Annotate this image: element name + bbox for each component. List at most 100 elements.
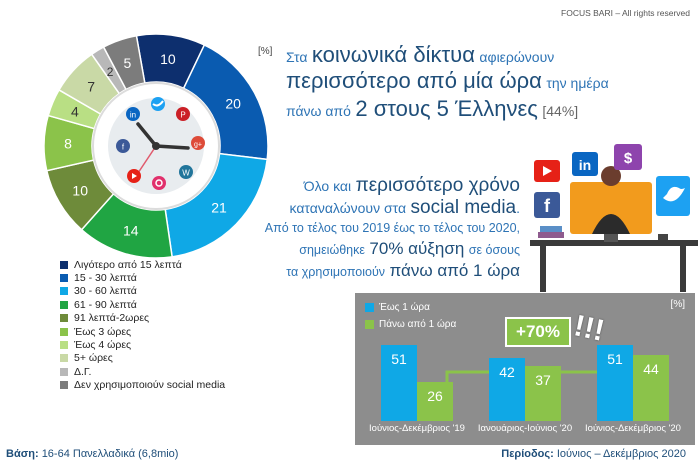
pie-value-label: 10 (72, 183, 88, 199)
twitter-icon (151, 97, 165, 111)
legend-label: 5+ ώρες (74, 352, 113, 365)
legend-swatch (60, 327, 68, 336)
para-l4-end: σε όσους (468, 243, 520, 257)
pinterest-icon: P (176, 107, 190, 121)
pie-value-label: 21 (211, 199, 227, 215)
svg-text:g+: g+ (194, 142, 202, 149)
bar-legend-series-2: Πάνω από 1 ώρα (365, 319, 456, 330)
legend-swatch (60, 287, 68, 296)
legend-item: 91 λεπτά-2ωρες (60, 312, 225, 325)
period-value: Ιούνιος – Δεκέμβριος 2020 (556, 448, 686, 460)
bar-legend-swatch-1 (365, 303, 374, 312)
bar-unit-label: [%] (670, 299, 685, 310)
bar-category-label: Ιανουάριος-Ιούνιος '20 (477, 423, 573, 434)
bar: 37 (525, 365, 561, 421)
svg-text:P: P (180, 111, 185, 120)
legend-item: 15 - 30 λεπτά (60, 271, 225, 284)
period-label: Περίοδος: (501, 448, 554, 460)
instagram-icon (152, 176, 166, 190)
headline: Στα κοινωνικά δίκτυα αφιερώνουν περισσότ… (286, 42, 609, 124)
legend-swatch (60, 274, 68, 283)
headline-l3-big: 2 στους 5 Έλληνες (355, 96, 538, 121)
legend-swatch (60, 341, 68, 350)
legend-item: Λιγότερο από 15 λεπτά (60, 258, 225, 271)
legend-label: 30 - 60 λεπτά (74, 285, 137, 298)
svg-text:in: in (130, 111, 136, 120)
youtube-icon (127, 169, 141, 183)
headline-l1-big: κοινωνικά δίκτυα (311, 42, 475, 67)
bar: 51 (381, 344, 417, 421)
insight-paragraph: Όλο και περισσότερο χρόνο καταναλώνουν σ… (265, 176, 520, 284)
svg-text:in: in (579, 157, 591, 173)
bar: 26 (417, 382, 453, 421)
bar-legend-series-1: Έως 1 ώρα (365, 302, 430, 313)
svg-text:f: f (544, 196, 551, 216)
legend-swatch (60, 354, 68, 363)
pie-value-label: 4 (71, 104, 79, 120)
legend-swatch (60, 367, 68, 376)
legend-swatch (60, 260, 68, 269)
youtube-icon (534, 160, 560, 182)
legend-swatch (60, 300, 68, 309)
linkedin-icon: in (126, 107, 140, 121)
legend-label: 15 - 30 λεπτά (74, 272, 137, 285)
para-l1-small: Όλο και (303, 178, 352, 194)
bar-category-label: Ιούνιος-Δεκέμβριος '20 (585, 423, 681, 434)
pie-value-label: 8 (64, 136, 72, 152)
pie-value-label: 20 (225, 96, 241, 112)
svg-text:$: $ (624, 150, 633, 167)
headline-l2-small: την ημέρα (546, 75, 609, 91)
bar: 51 (597, 344, 633, 421)
pie-value-label: 2 (107, 65, 114, 79)
legend-label: Λιγότερο από 15 λεπτά (74, 258, 182, 271)
pie-value-label: 10 (160, 51, 176, 67)
legend-label: Δεν χρησιμοποιούν social media (74, 379, 226, 392)
pie-value-label: 14 (123, 222, 139, 238)
para-l5-big: πάνω από 1 ώρα (389, 261, 521, 280)
para-l5-small: τα χρησιμοποιούν (286, 265, 386, 279)
linkedin-icon: in (572, 152, 598, 176)
bar-legend-label-2: Πάνω από 1 ώρα (379, 319, 457, 330)
legend-item: 61 - 90 λεπτά (60, 298, 225, 311)
para-l4-small: σημειώθηκε (299, 243, 365, 257)
facebook-icon: f (116, 139, 130, 153)
legend-item: Δεν χρησιμοποιούν social media (60, 379, 225, 392)
legend-item: 30 - 60 λεπτά (60, 285, 225, 298)
wordpress-icon: W (179, 165, 193, 179)
facebook-icon: f (534, 192, 560, 218)
pie-legend: Λιγότερο από 15 λεπτά 15 - 30 λεπτά 30 - 6… (60, 258, 225, 392)
headline-l1-small: Στα (286, 49, 308, 65)
social-media-desk-illustration: f in $ (530, 144, 698, 292)
copyright-note: FOCUS BARI – All rights reserved (561, 8, 690, 18)
legend-item: Δ.Γ. (60, 365, 225, 378)
para-l1-big: περισσότερο χρόνο (355, 175, 520, 196)
legend-label: Έως 4 ώρες (74, 339, 132, 352)
dollar-icon: $ (614, 144, 642, 170)
legend-item: Έως 3 ώρες (60, 325, 225, 338)
legend-item: 5+ ώρες (60, 352, 225, 365)
legend-label: Δ.Γ. (74, 365, 92, 378)
clock-illustration: in P g+ W f (92, 82, 220, 210)
para-l3: Από το τέλος του 2019 έως το τέλος του 2… (264, 221, 520, 235)
period-note: Περίοδος: Ιούνιος – Δεκέμβριος 2020 (501, 448, 686, 460)
growth-badge: +70% (505, 317, 571, 347)
twitter-icon (656, 176, 690, 216)
legend-label: Έως 3 ώρες (74, 325, 132, 338)
bar-legend-swatch-2 (365, 320, 374, 329)
bar: 44 (633, 355, 669, 421)
para-l2-small: καταναλώνουν στα (289, 200, 407, 216)
para-l4-big: 70% αύξηση (369, 239, 465, 258)
headline-l3-pct: [44%] (542, 103, 579, 119)
headline-l2-big: περισσότερο από μία ώρα (286, 68, 542, 93)
google-plus-icon: g+ (191, 136, 205, 150)
headline-l3-small: πάνω από (286, 103, 351, 119)
legend-label: 61 - 90 λεπτά (74, 298, 137, 311)
para-l2-big: social media (410, 197, 517, 218)
legend-label: 91 λεπτά-2ωρες (74, 312, 150, 325)
basis-note: Βάση: 16-64 Πανελλαδικά (6,8mio) (6, 448, 178, 460)
basis-label: Βάση: (6, 448, 39, 460)
bar: 42 (489, 358, 525, 421)
headline-l1-small2: αφιερώνουν (479, 49, 555, 65)
legend-item: Έως 4 ώρες (60, 338, 225, 351)
